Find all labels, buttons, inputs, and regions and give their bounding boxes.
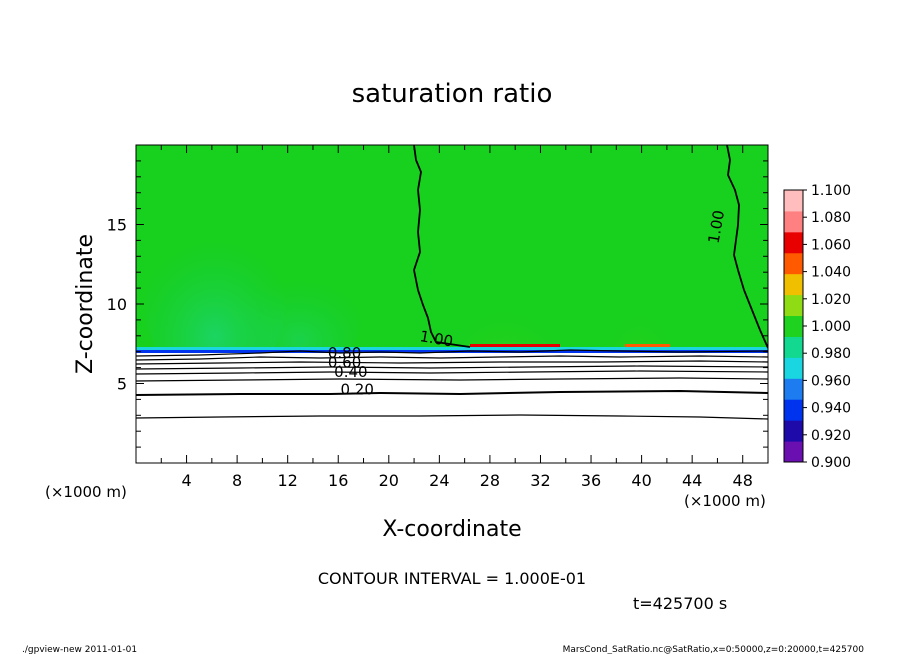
x-tick-label: 28	[480, 471, 500, 490]
contour-label: 0.60	[328, 354, 361, 372]
colorbar-label: 0.940	[811, 401, 851, 417]
colorbar-swatch	[784, 378, 803, 400]
x-tick-label: 12	[278, 471, 298, 490]
colorbar-label: 1.060	[811, 237, 851, 253]
colorbar-swatch	[784, 441, 803, 463]
contour-line	[136, 414, 768, 420]
x-axis-unit-left: (×1000 m)	[45, 483, 127, 501]
x-axis-unit-right: (×1000 m)	[684, 492, 766, 510]
y-tick-label: 10	[107, 295, 127, 314]
x-tick-label: 36	[581, 471, 601, 490]
colorbar-label: 0.960	[811, 373, 851, 389]
contour-label: 0.80	[328, 344, 361, 362]
x-tick-label: 8	[232, 471, 242, 490]
contour-line	[136, 370, 768, 375]
colorbar-swatch	[784, 420, 803, 442]
y-tick-label: 15	[107, 216, 127, 235]
colorbar-label: 1.080	[811, 210, 851, 226]
colorbar-swatch	[784, 231, 803, 254]
x-axis-label: X-coordinate	[382, 517, 521, 542]
colorbar-swatch	[784, 190, 803, 212]
footer-right: MarsCond_SatRatio.nc@SatRatio,x=0:50000,…	[563, 645, 865, 654]
colorbar-swatch	[784, 315, 803, 337]
colorbar-label: 1.020	[811, 292, 851, 308]
plot-area	[136, 145, 768, 463]
colorbar-swatch	[784, 252, 803, 275]
y-tick-label: 5	[117, 375, 127, 394]
contour-label: 1.00	[418, 327, 454, 351]
x-tick-label: 20	[379, 471, 399, 490]
colorbar-swatch	[784, 210, 803, 233]
colorbar-swatch	[784, 399, 803, 421]
colorbar-label: 0.980	[811, 346, 851, 362]
x-tick-label: 32	[530, 471, 550, 490]
x-tick-label: 40	[631, 471, 651, 490]
contour-line	[136, 389, 768, 396]
time-label: t=425700 s	[633, 594, 727, 613]
colorbar-label: 1.100	[811, 183, 851, 199]
x-tick-label: 44	[682, 471, 702, 490]
y-axis-label: Z-coordinate	[73, 234, 98, 374]
supersaturated-band	[470, 344, 560, 348]
x-tick-label: 16	[328, 471, 348, 490]
contour-label: 0.40	[334, 363, 367, 381]
colorbar-swatch	[784, 336, 803, 358]
contour-label: 0.20	[340, 381, 373, 399]
contour-interval: CONTOUR INTERVAL = 1.000E-01	[318, 569, 586, 588]
colorbar-label: 0.920	[811, 428, 851, 444]
subsaturated-region	[136, 353, 768, 463]
colorbar-label: 1.040	[811, 265, 851, 281]
contour-label: 1.00	[705, 209, 729, 245]
colorbar-label: 0.900	[811, 455, 851, 471]
x-tick-label: 48	[733, 471, 753, 490]
transition-layer-cyan	[136, 347, 768, 351]
colorbar-swatch	[784, 357, 803, 379]
colorbar-swatch	[784, 294, 803, 317]
cool-patch	[240, 270, 360, 370]
chart-title: saturation ratio	[352, 79, 553, 109]
colorbar: 0.900 0.920 0.940 0.960 0.980 1.000 1.020 1.040…	[783, 183, 851, 471]
colorbar-label: 1.000	[811, 319, 851, 335]
colorbar-swatch	[784, 273, 803, 296]
x-tick-label: 24	[429, 471, 449, 490]
contour-line	[136, 365, 768, 370]
contour-line-1.00	[413, 145, 471, 348]
contour-line	[136, 377, 768, 382]
contour-line-1.00	[726, 145, 768, 349]
contour-line	[136, 349, 768, 357]
contour-line	[136, 360, 768, 365]
contour-line	[136, 355, 768, 361]
x-tick-label: 4	[181, 471, 191, 490]
footer-left: ./gpview-new 2011-01-01	[22, 645, 137, 654]
supersaturated-band	[625, 344, 670, 348]
